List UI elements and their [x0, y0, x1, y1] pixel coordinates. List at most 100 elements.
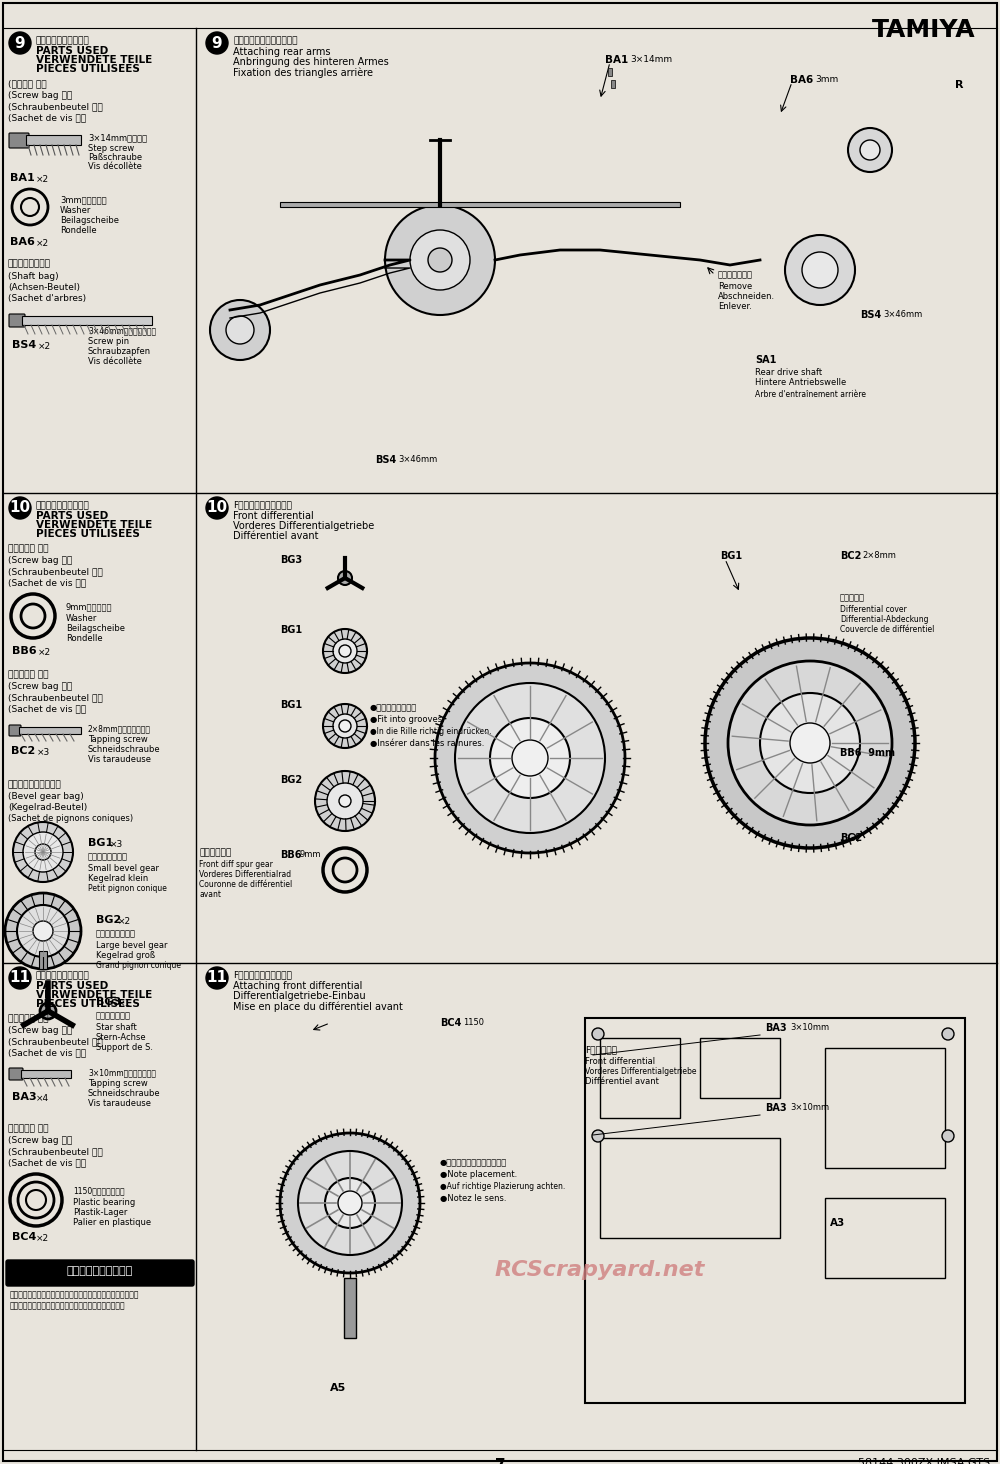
- FancyBboxPatch shape: [9, 1069, 23, 1080]
- Text: BB6  9mm: BB6 9mm: [840, 748, 895, 758]
- Text: (Screw bag Ａ）: (Screw bag Ａ）: [8, 91, 72, 100]
- Text: avant: avant: [199, 890, 221, 899]
- Bar: [600, 1138, 780, 1239]
- Circle shape: [280, 1133, 420, 1274]
- Text: (Sachet de vis Ａ）: (Sachet de vis Ａ）: [8, 113, 86, 122]
- Text: Tapping screw: Tapping screw: [88, 1079, 148, 1088]
- Text: ベベルシャフト: ベベルシャフト: [96, 1012, 131, 1020]
- Text: タミヤの全製品を詳しく紹介した総合カタログは決してお役に: タミヤの全製品を詳しく紹介した総合カタログは決してお役に: [10, 1290, 140, 1299]
- Text: (Schraubenbeutel Ａ）: (Schraubenbeutel Ａ）: [8, 1037, 103, 1045]
- Text: テフキャリア: テフキャリア: [199, 848, 231, 856]
- Text: (Screw bag Ｃ）: (Screw bag Ｃ）: [8, 1136, 72, 1145]
- FancyBboxPatch shape: [9, 313, 25, 326]
- Text: ●みぞに入れます。: ●みぞに入れます。: [370, 703, 417, 712]
- Text: Hintere Antriebswelle: Hintere Antriebswelle: [755, 378, 846, 386]
- Circle shape: [206, 32, 228, 54]
- Circle shape: [40, 1003, 56, 1019]
- Circle shape: [790, 723, 830, 763]
- Text: (Schraubenbeutel Ａ）: (Schraubenbeutel Ａ）: [8, 102, 103, 111]
- Text: BG3: BG3: [96, 997, 121, 1007]
- Text: Plastic bearing: Plastic bearing: [73, 1198, 135, 1206]
- Text: PARTS USED: PARTS USED: [36, 981, 108, 991]
- Text: 3×10mm: 3×10mm: [790, 1023, 829, 1032]
- Circle shape: [17, 905, 69, 957]
- Text: 3mmワッシャー: 3mmワッシャー: [60, 195, 107, 203]
- Text: BA1: BA1: [605, 56, 628, 64]
- Text: Fixation des triangles arrière: Fixation des triangles arrière: [233, 67, 373, 78]
- Text: に１回発行。ご不要の方は販売店でおたずねください。: に１回発行。ご不要の方は販売店でおたずねください。: [10, 1301, 126, 1310]
- Text: Front differential: Front differential: [585, 1057, 655, 1066]
- Text: (Sachet de pignons coniques): (Sachet de pignons coniques): [8, 814, 133, 823]
- Text: ×2: ×2: [36, 239, 49, 247]
- Text: BG1: BG1: [88, 837, 113, 848]
- Bar: [280, 202, 680, 206]
- Text: Abschneiden.: Abschneiden.: [718, 291, 775, 302]
- Circle shape: [802, 252, 838, 288]
- Text: Beilagscheibe: Beilagscheibe: [60, 217, 119, 225]
- Text: Fデフギヤーのくみたて: Fデフギヤーのくみたて: [233, 501, 292, 509]
- Text: Plastik-Lager: Plastik-Lager: [73, 1208, 127, 1217]
- Text: (Schraubenbeutel Ｃ）: (Schraubenbeutel Ｃ）: [8, 1146, 103, 1157]
- Circle shape: [9, 32, 31, 54]
- Text: （ビス袋詰 Ｃ）: （ビス袋詰 Ｃ）: [8, 1124, 48, 1133]
- Circle shape: [339, 720, 351, 732]
- Bar: [19, 728, 81, 733]
- Bar: [22, 316, 152, 325]
- Text: (Screw bag Ａ）: (Screw bag Ａ）: [8, 1026, 72, 1035]
- Circle shape: [385, 205, 495, 315]
- Text: TAMIYA: TAMIYA: [871, 18, 975, 42]
- Text: Tapping screw: Tapping screw: [88, 735, 148, 744]
- Text: Vorderes Differentialgetriebe: Vorderes Differentialgetriebe: [585, 1067, 696, 1076]
- Text: （リヤアームの取り付け）: （リヤアームの取り付け）: [233, 37, 298, 45]
- Text: Vis décollète: Vis décollète: [88, 163, 142, 171]
- Text: 3×10mmタッピングビス: 3×10mmタッピングビス: [88, 1069, 156, 1078]
- Text: BG1: BG1: [280, 625, 302, 635]
- Circle shape: [435, 663, 625, 854]
- Text: Front differential: Front differential: [233, 511, 314, 521]
- Text: 9mm: 9mm: [300, 851, 322, 859]
- Bar: [585, 1017, 965, 1403]
- Circle shape: [9, 496, 31, 520]
- Text: (Achsen-Beutel): (Achsen-Beutel): [8, 283, 80, 291]
- Text: Kegelrad klein: Kegelrad klein: [88, 874, 148, 883]
- Text: 3×46mm: 3×46mm: [398, 455, 437, 464]
- Text: 10: 10: [206, 501, 228, 515]
- Text: (Sachet de vis Ｃ）: (Sachet de vis Ｃ）: [8, 704, 86, 713]
- Text: ヘルギヤー（小）: ヘルギヤー（小）: [88, 852, 128, 861]
- Circle shape: [942, 1130, 954, 1142]
- Text: 取りとります。: 取りとります。: [718, 269, 753, 280]
- Text: Vorderes Differentialgetriebe: Vorderes Differentialgetriebe: [233, 521, 374, 531]
- Text: (Shaft bag): (Shaft bag): [8, 272, 59, 281]
- Text: BA3: BA3: [12, 1092, 37, 1102]
- Text: 2×8mmタッピングビス: 2×8mmタッピングビス: [88, 725, 151, 733]
- Text: Large bevel gear: Large bevel gear: [96, 941, 168, 950]
- Text: Schneidschraube: Schneidschraube: [88, 1089, 161, 1098]
- Text: Rear drive shaft: Rear drive shaft: [755, 367, 822, 378]
- Circle shape: [592, 1130, 604, 1142]
- Text: BA6: BA6: [790, 75, 813, 85]
- Text: Arbre d'entraînement arrière: Arbre d'entraînement arrière: [755, 389, 866, 400]
- Text: 10: 10: [9, 501, 31, 515]
- Text: Support de S.: Support de S.: [96, 1042, 153, 1053]
- Bar: [608, 67, 612, 76]
- Circle shape: [9, 968, 31, 990]
- Text: BC4: BC4: [12, 1233, 36, 1241]
- Text: PIECES UTILISEES: PIECES UTILISEES: [36, 64, 140, 75]
- Circle shape: [325, 1179, 375, 1228]
- Circle shape: [339, 795, 351, 807]
- Bar: [825, 1198, 945, 1278]
- Text: (Bevel gear bag): (Bevel gear bag): [8, 792, 84, 801]
- Text: Enlever.: Enlever.: [718, 302, 752, 310]
- Text: VERWENDETE TEILE: VERWENDETE TEILE: [36, 56, 152, 64]
- FancyBboxPatch shape: [9, 133, 29, 148]
- Bar: [611, 81, 615, 88]
- Circle shape: [760, 692, 860, 793]
- Text: （ベベルギヤー袋詰）: （ベベルギヤー袋詰）: [8, 780, 62, 789]
- Text: ×2: ×2: [118, 916, 131, 927]
- Text: Remove: Remove: [718, 283, 752, 291]
- Text: Palier en plastique: Palier en plastique: [73, 1218, 151, 1227]
- Text: BG1: BG1: [720, 550, 742, 561]
- Text: ×2: ×2: [36, 176, 49, 184]
- Text: PIECES UTILISEES: PIECES UTILISEES: [36, 529, 140, 539]
- Bar: [21, 1070, 71, 1078]
